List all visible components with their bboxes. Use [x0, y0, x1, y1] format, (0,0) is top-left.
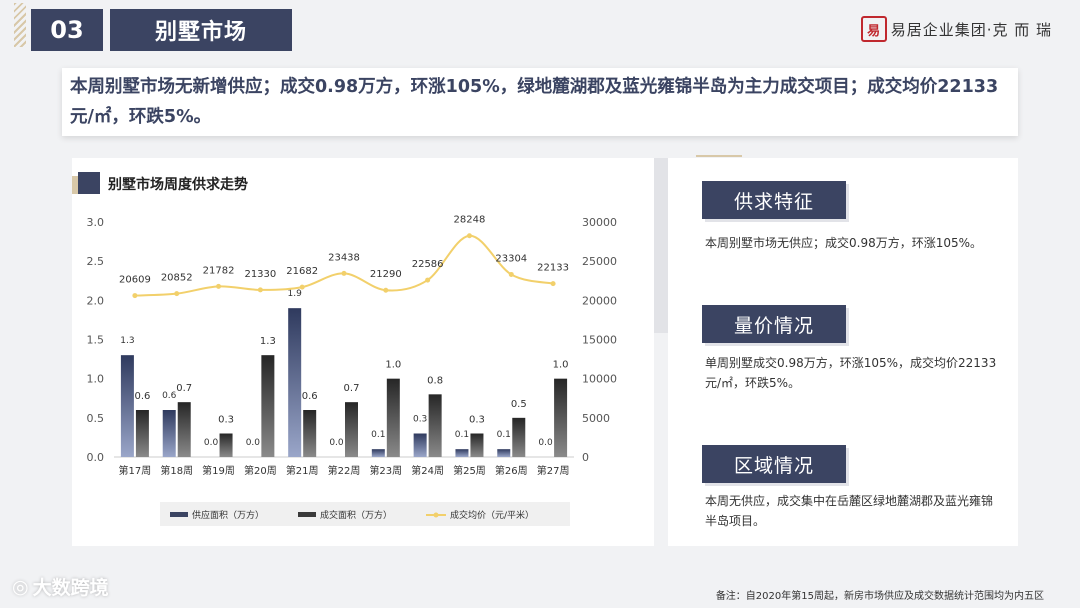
section-body-region: 本周无供应，成交集中在岳麓区绿地麓湖郡及蓝光雍锦半岛项目。 — [705, 494, 994, 528]
watermark-text: 大数跨境 — [32, 577, 109, 599]
chart-title: 别墅市场周度供求走势 — [108, 177, 248, 193]
section-accent — [14, 3, 26, 47]
section-body-volume-price: 单周别墅成交0.98万方，环涨105%，成交均价22133元/㎡，环跌5%。 — [705, 356, 997, 390]
summary-box: 本周别墅市场无新增供应；成交0.98万方，环涨105%，绿地麓湖郡及蓝光雍锦半岛… — [62, 68, 1018, 136]
section-heading-volume-price: 量价情况 — [702, 305, 846, 343]
watermark-logo-icon: ◎ — [12, 575, 29, 598]
logo-text: 易居企业集团·克 而 瑞 — [890, 20, 1052, 39]
summary-text: 本周别墅市场无新增供应；成交0.98万方，环涨105%，绿地麓湖郡及蓝光雍锦半岛… — [70, 77, 999, 127]
logo-seal-icon: 易 — [860, 16, 887, 42]
chart-tag-icon — [78, 172, 100, 194]
section-number: 03 — [31, 9, 103, 51]
company-logo: 易 易居企业集团·克 而 瑞 — [860, 16, 1052, 42]
section-body-supply-demand: 本周别墅市场无供应；成交0.98万方，环涨105%。 — [705, 236, 983, 250]
footnote: 备注：自2020年第15周起，新房市场供应及成交数据统计范围均为内五区 — [715, 591, 1044, 602]
section-heading-region: 区域情况 — [702, 445, 846, 483]
chart-panel: 别墅市场周度供求走势 — [72, 158, 668, 546]
section-heading-supply-demand: 供求特征 — [702, 181, 846, 219]
chart-tag-accent — [72, 176, 78, 194]
gold-divider — [696, 155, 742, 157]
section-title: 别墅市场 — [110, 9, 292, 51]
watermark: ◎ 大数跨境 — [12, 573, 109, 600]
